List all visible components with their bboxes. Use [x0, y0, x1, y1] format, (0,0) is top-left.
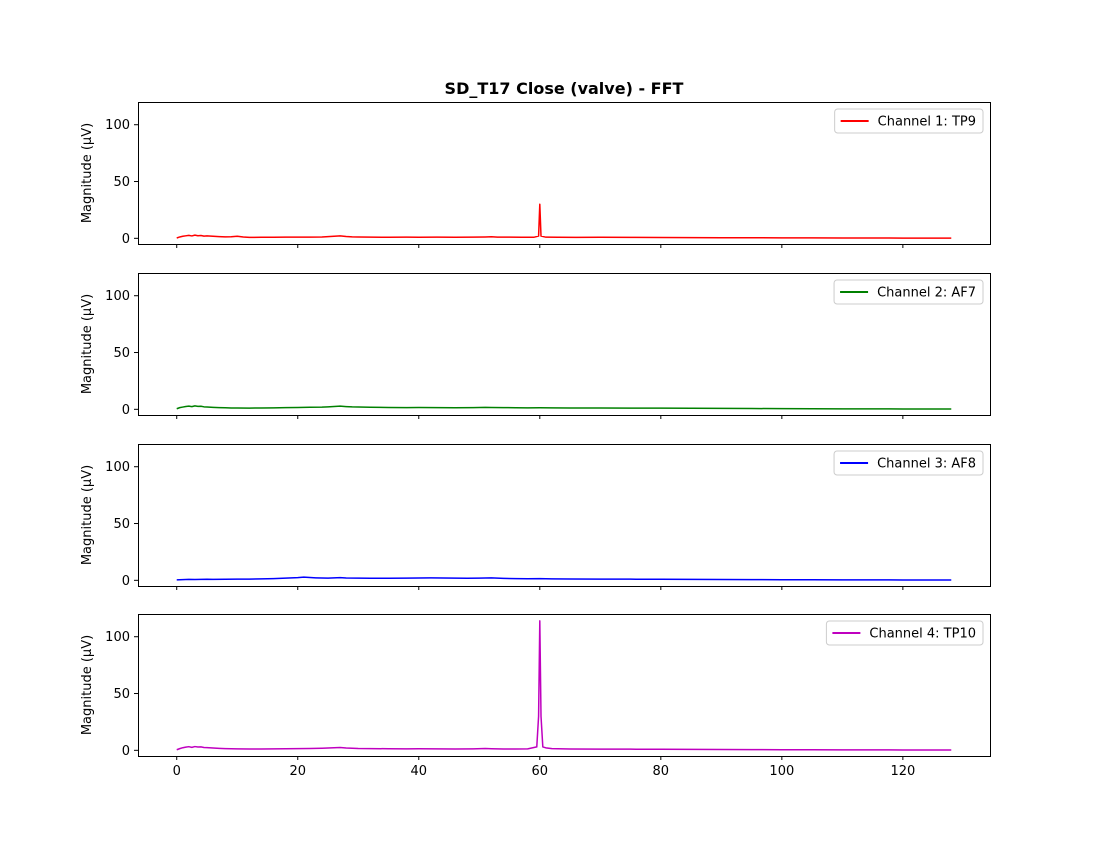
- y-tick-label: 50: [113, 175, 130, 190]
- y-tick-label: 100: [105, 630, 130, 645]
- y-tick-label: 50: [113, 687, 130, 702]
- y-tick-label: 0: [122, 744, 130, 759]
- y-axis-label: Magnitude (μV): [80, 465, 95, 565]
- x-tick-label: 40: [410, 764, 427, 779]
- subplot-4: 0 50 100 0 20 40 60 80 100 120 Magnitude (μV) Chann…: [80, 614, 991, 779]
- y-tick-label: 0: [122, 232, 130, 247]
- subplot-panels: 0 50 100 Magnitude (μV) Channel 1: TP9 0 50 100…: [80, 102, 991, 779]
- series-line-channel-2: [176, 405, 952, 410]
- x-tick-label: 60: [532, 764, 549, 779]
- x-tick-label: 120: [890, 764, 915, 779]
- subplot-3: 0 50 100 Magnitude (μV) Channel 3: AF8: [80, 444, 991, 590]
- axes-frame: [138, 273, 991, 416]
- axes-frame: [138, 614, 991, 757]
- legend-label: Channel 4: TP10: [869, 627, 976, 642]
- axes-frame: [138, 444, 991, 587]
- y-tick-label: 100: [105, 460, 130, 475]
- x-tick-label: 0: [173, 764, 181, 779]
- y-axis-label: Magnitude (μV): [80, 123, 95, 223]
- legend: Channel 2: AF7: [833, 279, 984, 305]
- subplot-1: 0 50 100 Magnitude (μV) Channel 1: TP9: [80, 102, 991, 248]
- legend: Channel 3: AF8: [833, 450, 984, 476]
- series-line-channel-3: [176, 576, 952, 581]
- legend-label: Channel 1: TP9: [878, 115, 976, 130]
- x-tick-label: 100: [769, 764, 794, 779]
- x-tick-label: 20: [289, 764, 306, 779]
- legend-box: [833, 279, 984, 305]
- legend-box: [834, 108, 984, 134]
- y-tick-label: 0: [122, 574, 130, 589]
- legend: Channel 1: TP9: [834, 108, 984, 134]
- series-line-channel-1: [176, 203, 952, 239]
- legend-box: [825, 620, 984, 646]
- legend: Channel 4: TP10: [825, 620, 984, 646]
- legend-box: [833, 450, 984, 476]
- subplot-2: 0 50 100 Magnitude (μV) Channel 2: AF7: [80, 273, 991, 419]
- y-tick-label: 100: [105, 118, 130, 133]
- y-tick-label: 50: [113, 517, 130, 532]
- chart-title: SD_T17 Close (valve) - FFT: [445, 79, 684, 98]
- legend-label: Channel 3: AF8: [877, 457, 976, 472]
- y-tick-label: 50: [113, 346, 130, 361]
- legend-label: Channel 2: AF7: [877, 286, 976, 301]
- x-tick-label: 80: [653, 764, 670, 779]
- y-tick-label: 0: [122, 403, 130, 418]
- y-axis-label: Magnitude (μV): [80, 294, 95, 394]
- axes-frame: [138, 102, 991, 245]
- y-axis-label: Magnitude (μV): [80, 635, 95, 735]
- series-line-channel-4: [176, 620, 952, 751]
- y-tick-label: 100: [105, 289, 130, 304]
